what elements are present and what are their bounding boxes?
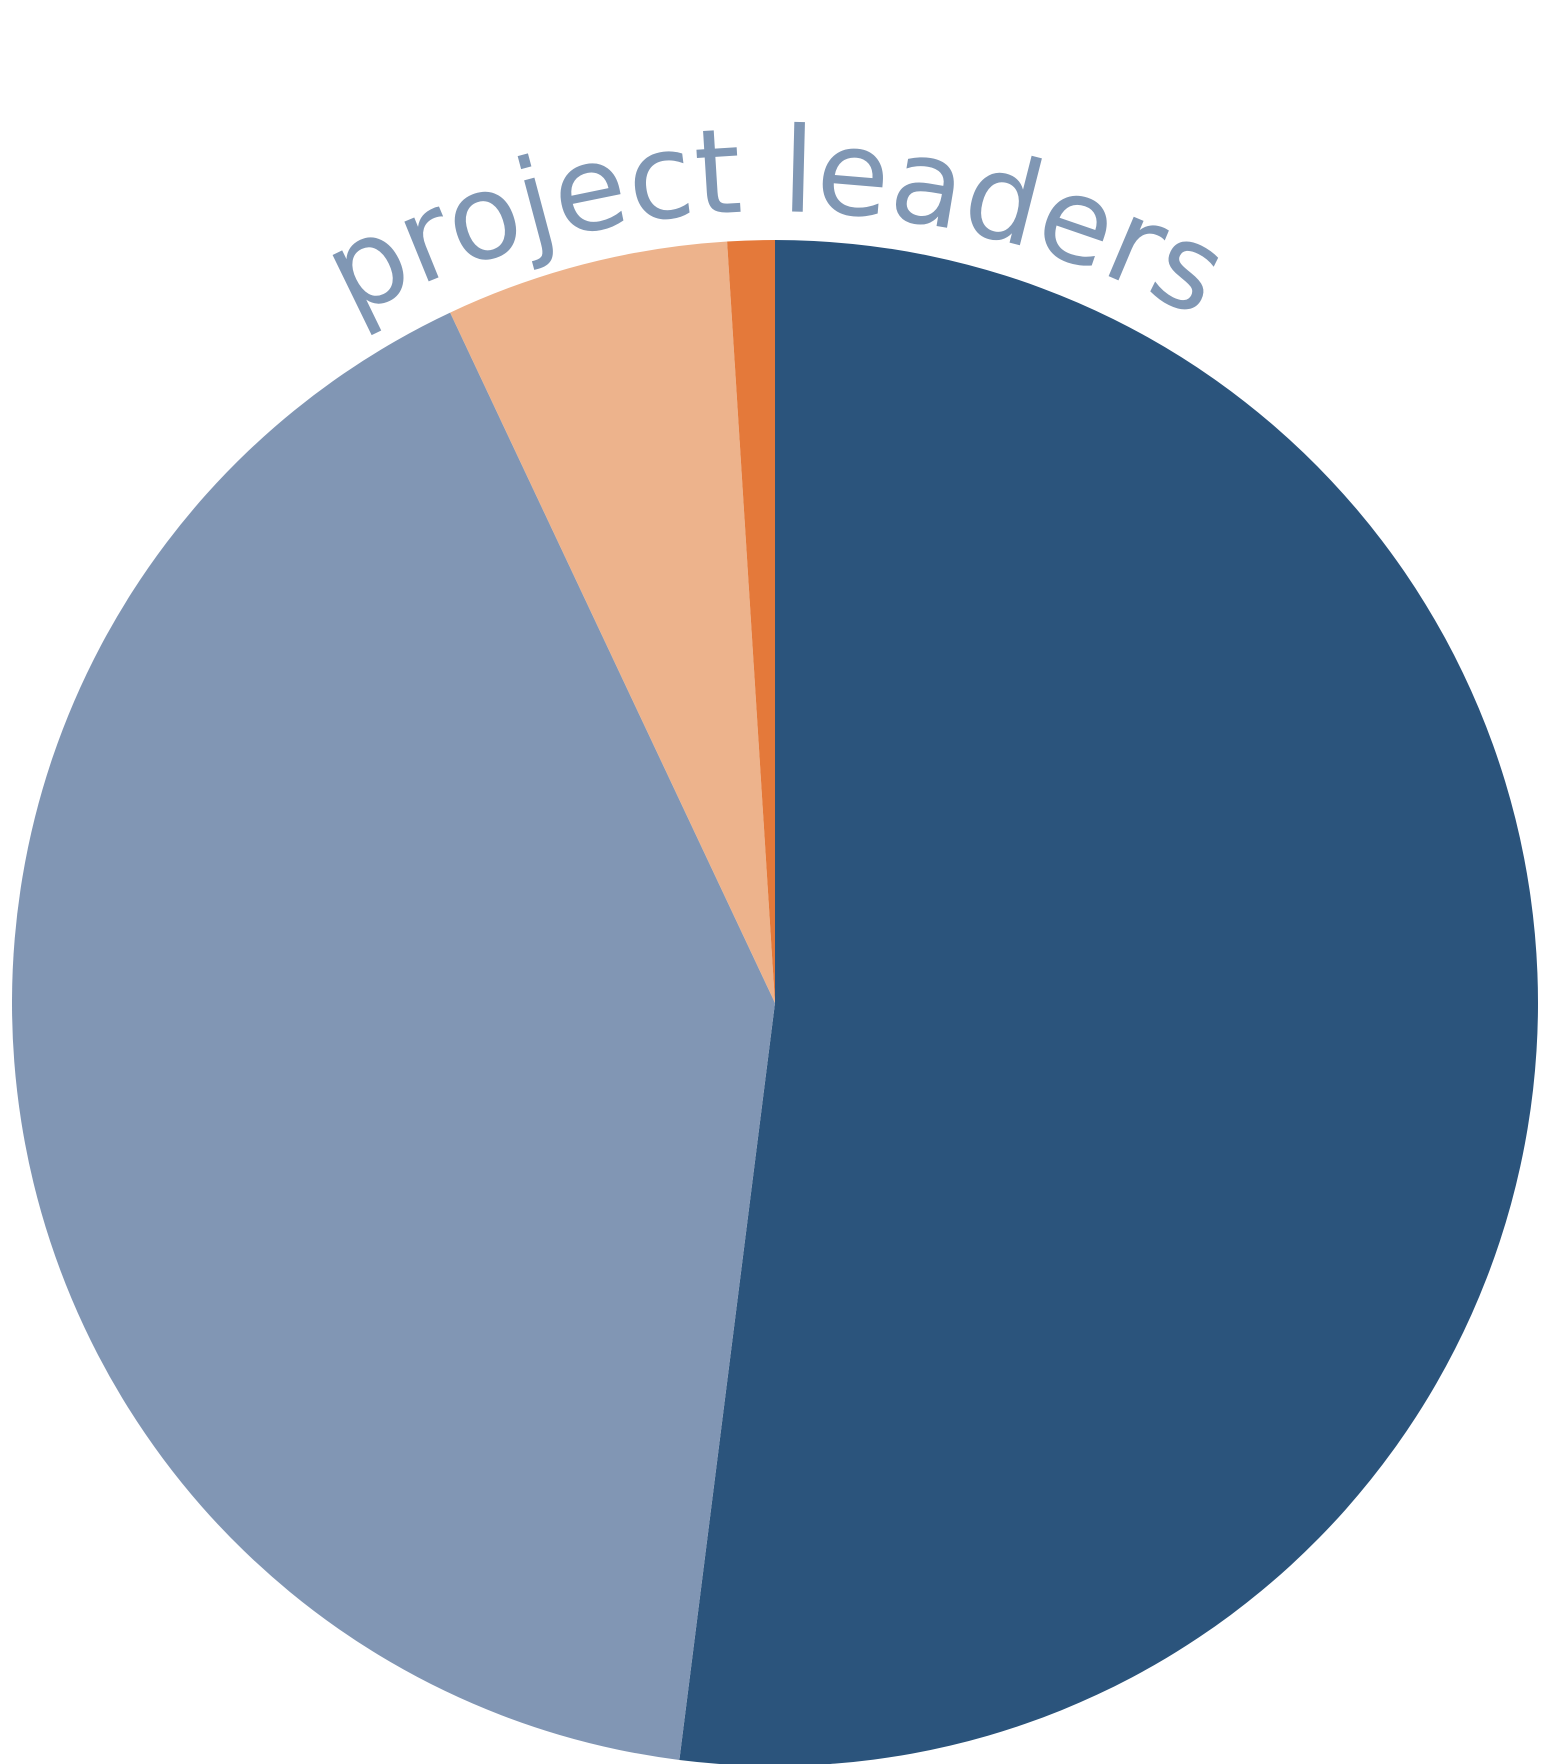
pie-slice: [727, 240, 775, 1003]
pie-slice: [679, 240, 1538, 1764]
pie-slice: [11, 312, 776, 1760]
pie: [11, 240, 1538, 1764]
pie-slice: [450, 241, 775, 1003]
